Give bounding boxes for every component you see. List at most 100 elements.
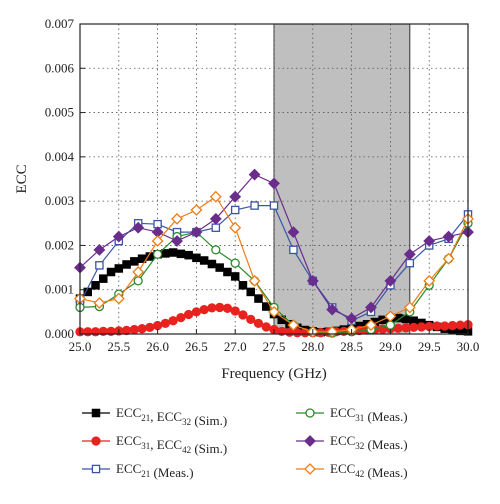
data-point xyxy=(246,314,256,325)
y-tick-label: 0.005 xyxy=(45,105,74,120)
y-axis-label: ECC xyxy=(14,164,30,193)
data-point xyxy=(365,319,377,332)
x-tick-label: 27.0 xyxy=(224,339,247,354)
data-point xyxy=(269,201,279,210)
data-point xyxy=(209,190,222,203)
legend-item-1: ECC21, ECC32 (Sim.) xyxy=(82,405,227,428)
data-point xyxy=(365,301,377,314)
data-point xyxy=(184,250,193,260)
data-point xyxy=(250,201,259,210)
data-point xyxy=(223,267,232,277)
data-point xyxy=(238,310,248,320)
data-point xyxy=(211,245,221,255)
y-tick-label: 0.007 xyxy=(45,16,75,31)
legend-label: ECC31, ECC42 (Sim.) xyxy=(116,433,227,456)
data-point xyxy=(246,287,255,297)
data-point xyxy=(409,322,419,333)
data-point xyxy=(455,320,465,330)
data-point xyxy=(99,274,108,283)
data-point xyxy=(345,312,358,325)
data-point xyxy=(137,324,147,334)
data-point xyxy=(384,310,397,323)
data-point xyxy=(222,303,233,313)
data-point xyxy=(447,320,458,331)
data-point xyxy=(287,226,300,239)
x-tick-label: 25.0 xyxy=(69,339,92,354)
data-point xyxy=(183,309,194,320)
legend-label: ECC42 (Meas.) xyxy=(330,461,408,480)
data-point xyxy=(211,223,221,232)
x-tick-label: 27.5 xyxy=(263,339,286,354)
x-tick-label: 28.0 xyxy=(301,339,324,354)
data-point xyxy=(238,281,248,290)
data-point xyxy=(152,320,163,331)
data-point xyxy=(268,177,280,190)
data-point xyxy=(176,312,186,323)
data-point xyxy=(133,276,143,286)
data-point xyxy=(207,259,217,269)
data-point xyxy=(168,316,178,326)
data-point xyxy=(384,274,397,287)
legend-marker xyxy=(91,436,101,446)
data-point xyxy=(160,318,171,329)
x-tick-label: 26.0 xyxy=(146,339,169,354)
legend-marker xyxy=(91,408,101,418)
x-tick-label: 29.0 xyxy=(379,339,402,354)
data-point xyxy=(229,221,242,234)
legend-marker xyxy=(305,408,315,418)
data-point xyxy=(191,307,202,317)
data-point xyxy=(403,248,416,261)
data-point xyxy=(403,301,416,314)
data-point xyxy=(129,324,139,335)
data-point xyxy=(91,281,100,290)
data-point xyxy=(423,274,436,287)
data-point xyxy=(416,322,427,332)
legend-item-5: ECC32 (Meas.) xyxy=(296,433,408,452)
legend-label: ECC21 (Meas.) xyxy=(116,461,194,480)
data-point xyxy=(168,248,178,257)
legend-item-3: ECC21 (Meas.) xyxy=(82,461,194,480)
data-point xyxy=(171,212,183,225)
data-point xyxy=(230,258,240,268)
data-point xyxy=(114,264,124,273)
data-point xyxy=(253,318,264,329)
data-point xyxy=(401,323,411,333)
data-point xyxy=(393,323,403,333)
data-point xyxy=(152,249,163,259)
y-tick-label: 0.003 xyxy=(45,193,74,208)
data-point xyxy=(112,230,125,243)
legend: ECC21, ECC32 (Sim.) ECC31, ECC42 (Sim.) EC… xyxy=(82,405,408,480)
data-point xyxy=(145,322,155,333)
legend-label: ECC32 (Meas.) xyxy=(330,433,408,452)
data-point xyxy=(385,320,396,330)
legend-label: ECC21, ECC32 (Sim.) xyxy=(116,405,227,428)
data-point xyxy=(190,204,203,216)
data-point xyxy=(171,235,183,247)
x-tick-label: 28.5 xyxy=(340,339,363,354)
x-tick-label: 29.5 xyxy=(418,339,441,354)
data-point xyxy=(405,258,415,268)
x-tick-label: 30.0 xyxy=(457,339,480,354)
x-axis-label: Frequency (GHz) xyxy=(221,366,326,382)
data-point xyxy=(215,302,225,313)
data-point xyxy=(248,168,261,181)
data-point xyxy=(121,325,132,336)
data-point xyxy=(230,272,240,281)
data-point xyxy=(326,303,339,316)
data-point xyxy=(112,292,125,305)
data-point xyxy=(254,294,263,303)
y-tick-label: 0.001 xyxy=(45,282,74,297)
data-point xyxy=(207,303,217,313)
data-point xyxy=(287,319,300,332)
series-2 xyxy=(75,302,473,338)
data-point xyxy=(151,235,164,247)
data-point xyxy=(106,267,116,277)
legend-item-4: ECC31 (Meas.) xyxy=(296,405,408,424)
data-point xyxy=(192,253,201,263)
data-point xyxy=(442,230,455,243)
data-point xyxy=(261,322,271,332)
y-tick-label: 0.004 xyxy=(45,149,75,164)
data-point xyxy=(268,305,280,318)
data-point xyxy=(161,249,170,258)
data-point xyxy=(190,226,203,239)
